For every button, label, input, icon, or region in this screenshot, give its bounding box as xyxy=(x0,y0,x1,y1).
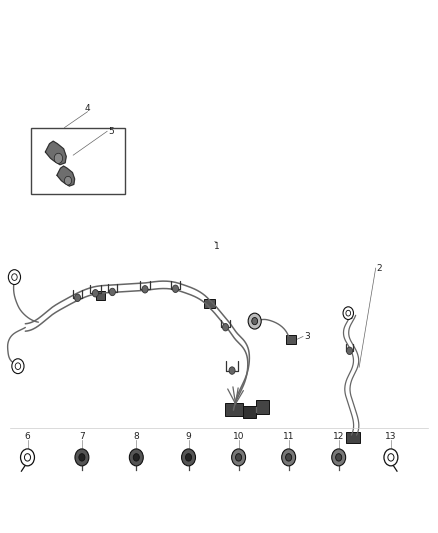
Circle shape xyxy=(12,274,17,280)
Circle shape xyxy=(12,359,24,374)
Circle shape xyxy=(182,449,195,466)
Circle shape xyxy=(232,449,246,466)
Circle shape xyxy=(282,449,296,466)
Circle shape xyxy=(110,288,116,296)
Circle shape xyxy=(75,449,89,466)
Text: 13: 13 xyxy=(385,432,397,441)
Text: 4: 4 xyxy=(85,104,90,113)
FancyBboxPatch shape xyxy=(96,292,106,300)
Text: 5: 5 xyxy=(108,127,114,136)
Circle shape xyxy=(15,363,21,369)
Text: 8: 8 xyxy=(134,432,139,441)
Circle shape xyxy=(54,154,63,164)
Circle shape xyxy=(248,313,261,329)
Circle shape xyxy=(8,270,21,285)
Circle shape xyxy=(346,347,353,354)
Circle shape xyxy=(142,286,148,293)
Text: 11: 11 xyxy=(283,432,294,441)
Circle shape xyxy=(79,454,85,461)
Circle shape xyxy=(64,176,71,185)
Circle shape xyxy=(74,294,81,302)
Text: 1: 1 xyxy=(214,242,220,251)
Text: 7: 7 xyxy=(79,432,85,441)
FancyBboxPatch shape xyxy=(255,400,269,414)
Circle shape xyxy=(343,307,353,319)
Circle shape xyxy=(133,454,139,461)
Circle shape xyxy=(336,454,342,461)
Text: 3: 3 xyxy=(304,332,310,341)
Circle shape xyxy=(252,318,258,325)
Circle shape xyxy=(346,310,350,316)
Circle shape xyxy=(92,289,99,297)
Circle shape xyxy=(388,454,394,461)
Polygon shape xyxy=(46,141,66,165)
FancyBboxPatch shape xyxy=(243,407,256,418)
Circle shape xyxy=(332,449,346,466)
FancyBboxPatch shape xyxy=(286,335,296,344)
Circle shape xyxy=(286,454,292,461)
FancyBboxPatch shape xyxy=(346,432,360,442)
Polygon shape xyxy=(57,166,75,186)
Circle shape xyxy=(236,454,242,461)
FancyBboxPatch shape xyxy=(225,403,244,416)
Circle shape xyxy=(229,367,235,374)
Circle shape xyxy=(223,324,229,331)
FancyBboxPatch shape xyxy=(204,299,215,309)
Circle shape xyxy=(25,454,31,461)
Text: 9: 9 xyxy=(186,432,191,441)
Text: 10: 10 xyxy=(233,432,244,441)
Text: 12: 12 xyxy=(333,432,344,441)
Circle shape xyxy=(384,449,398,466)
Circle shape xyxy=(129,449,143,466)
Circle shape xyxy=(21,449,35,466)
Circle shape xyxy=(173,285,179,293)
Bar xyxy=(31,127,124,194)
Text: 6: 6 xyxy=(25,432,30,441)
Text: 2: 2 xyxy=(377,264,382,272)
Circle shape xyxy=(185,454,191,461)
